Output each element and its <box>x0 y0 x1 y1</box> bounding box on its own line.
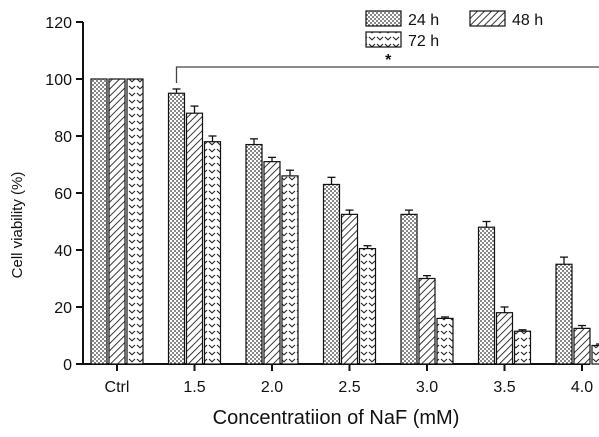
y-tick-label: 80 <box>54 129 72 146</box>
y-tick-label: 40 <box>54 243 72 260</box>
bar <box>477 226 496 365</box>
y-tick-label: 100 <box>45 72 72 89</box>
x-tick-label: 4.0 <box>571 379 593 396</box>
bar <box>126 78 144 365</box>
bar <box>418 277 436 365</box>
legend-swatch <box>365 31 402 48</box>
bar <box>358 247 377 365</box>
bar <box>322 183 341 365</box>
y-tick-label: 120 <box>45 15 72 32</box>
bar <box>400 213 418 365</box>
x-tick-label: 3.0 <box>416 379 438 396</box>
bar <box>185 112 204 365</box>
bar <box>245 143 263 365</box>
bar <box>573 327 591 365</box>
bar-series-group <box>90 78 599 365</box>
x-tick-label: 3.5 <box>493 379 515 396</box>
x-axis-title: Concentratiion of NaF (mM) <box>213 407 460 429</box>
x-tick-label: 2.0 <box>261 379 283 396</box>
x-tick-label: Ctrl <box>105 379 130 396</box>
significance-annotation: * <box>175 52 599 83</box>
legend-label: 48 h <box>512 12 543 29</box>
bar <box>555 263 573 365</box>
bar <box>263 161 281 365</box>
legend-label: 72 h <box>408 33 439 50</box>
bar <box>436 317 454 365</box>
y-tick-label: 60 <box>54 186 72 203</box>
significance-marker: * <box>385 52 392 69</box>
legend-swatch <box>365 10 402 27</box>
bar <box>591 344 599 365</box>
bar <box>340 213 359 365</box>
significance-bracket <box>175 66 599 83</box>
bar <box>90 78 108 365</box>
bar <box>495 312 514 365</box>
x-axis: Ctrl 1.5 2.0 2.5 3.0 3.5 4.0 <box>83 363 593 396</box>
y-axis-title: Cell viability (%) <box>9 172 26 279</box>
bar <box>203 141 222 365</box>
legend-swatch <box>469 10 506 27</box>
legend-label: 24 h <box>408 12 439 29</box>
bar <box>108 78 126 365</box>
bar <box>513 330 532 365</box>
y-axis: 0 20 40 60 80 100 120 <box>45 15 84 374</box>
legend: 24 h 48 h 72 h <box>365 10 543 50</box>
y-tick-label: 20 <box>54 300 72 317</box>
x-tick-label: 2.5 <box>338 379 360 396</box>
y-tick-label: 0 <box>63 357 72 374</box>
bar <box>167 92 186 365</box>
bar <box>281 175 299 365</box>
x-tick-label: 1.5 <box>183 379 205 396</box>
